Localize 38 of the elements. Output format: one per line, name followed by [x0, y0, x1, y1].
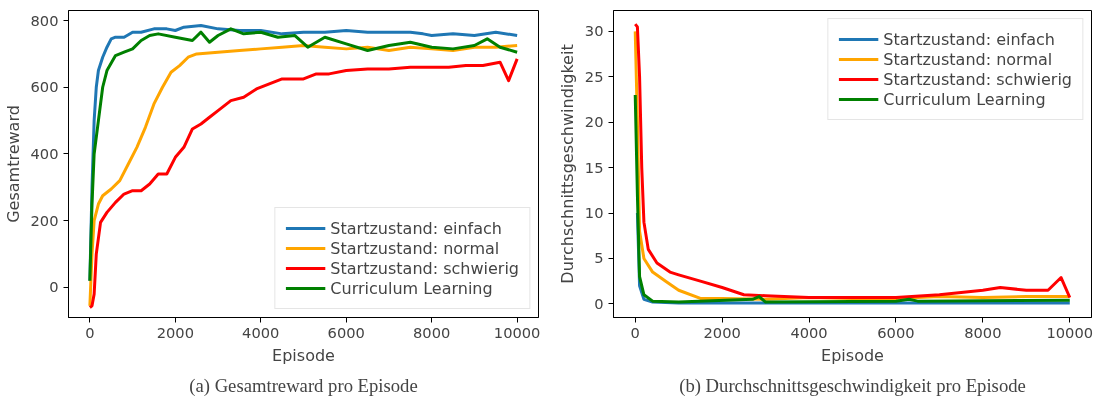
y-tick-label: 400	[30, 144, 59, 162]
y-tick-label: 5	[594, 249, 604, 267]
legend-label: Startzustand: einfach	[330, 218, 502, 238]
y-axis-title: Durchschnittsgeschwindigkeit	[557, 44, 577, 284]
x-tick-label: 2000	[156, 323, 194, 341]
x-tick-label: 0	[85, 323, 95, 341]
y-tick-label: 0	[594, 294, 604, 312]
x-tick-label: 2000	[703, 323, 741, 341]
legend-label: Startzustand: schwierig	[330, 258, 519, 278]
x-axis-title: Episode	[272, 345, 335, 365]
legend-label: Startzustand: normal	[330, 238, 500, 258]
text: (a) Gesamtreward pro Episode	[189, 374, 418, 397]
legend-label: Startzustand: schwierig	[883, 69, 1072, 89]
y-tick-label: 25	[584, 67, 604, 85]
y-tick-label: 20	[584, 113, 604, 131]
x-tick-label: 10000	[1046, 323, 1094, 341]
legend-label: Curriculum Learning	[330, 278, 493, 298]
y-tick-label: 600	[30, 78, 59, 96]
x-tick-label: 10000	[493, 323, 541, 341]
y-tick-label: 200	[30, 211, 59, 229]
x-tick-label: 6000	[327, 323, 365, 341]
y-tick-label: 10	[584, 204, 604, 222]
x-tick-label: 4000	[242, 323, 280, 341]
text: (b) Durchschnittsgeschwindigkeit pro Episode	[679, 374, 1026, 397]
x-tick-label: 8000	[964, 323, 1002, 341]
y-tick-label: 800	[30, 11, 59, 29]
legend-label: Startzustand: einfach	[883, 29, 1055, 49]
x-tick-label: 0	[630, 323, 640, 341]
legend-label: Curriculum Learning	[883, 89, 1046, 109]
x-tick-label: 6000	[877, 323, 915, 341]
y-tick-label: 30	[584, 22, 604, 40]
x-tick-label: 4000	[790, 323, 828, 341]
y-tick-label: 15	[584, 158, 604, 176]
x-tick-label: 8000	[413, 323, 451, 341]
y-tick-label: 0	[49, 278, 59, 296]
legend-label: Startzustand: normal	[883, 49, 1053, 69]
y-axis-title: Gesamtreward	[3, 105, 23, 223]
x-axis-title: Episode	[821, 345, 884, 365]
